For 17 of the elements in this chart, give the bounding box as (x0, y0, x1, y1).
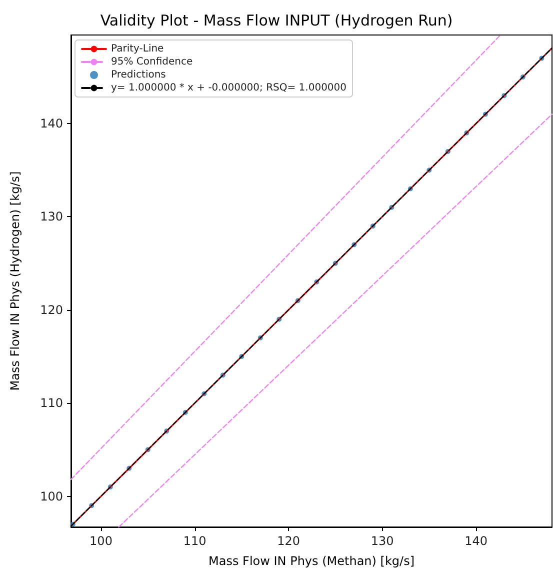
y-tick-label: 110 (40, 396, 63, 410)
legend-label: 95% Confidence (111, 56, 193, 68)
x-tick-label: 130 (370, 534, 394, 548)
legend-label: y= 1.000000 * x + -0.000000; RSQ= 1.000000 (111, 82, 347, 94)
legend-label: Predictions (111, 70, 166, 80)
y-tick-label: 130 (40, 210, 63, 224)
y-tick-label: 140 (40, 116, 63, 131)
x-axis-title: Mass Flow IN Phys (Methan) [kg/s] (208, 554, 414, 568)
y-tick-label: 100 (40, 489, 63, 504)
x-tick-label: 100 (90, 534, 112, 548)
x-tick-label: 140 (464, 534, 488, 548)
y-tick-label: 120 (40, 302, 63, 317)
x-tick-label: 120 (277, 534, 300, 548)
legend-label: Parity-Line (111, 44, 164, 54)
x-tick-label: 110 (183, 534, 206, 548)
chart-title: Validity Plot - Mass Flow INPUT (Hydrogen Run) (100, 12, 453, 30)
y-axis-title: Mass Flow IN Phys (Hydrogen) [kg/s] (8, 171, 22, 391)
